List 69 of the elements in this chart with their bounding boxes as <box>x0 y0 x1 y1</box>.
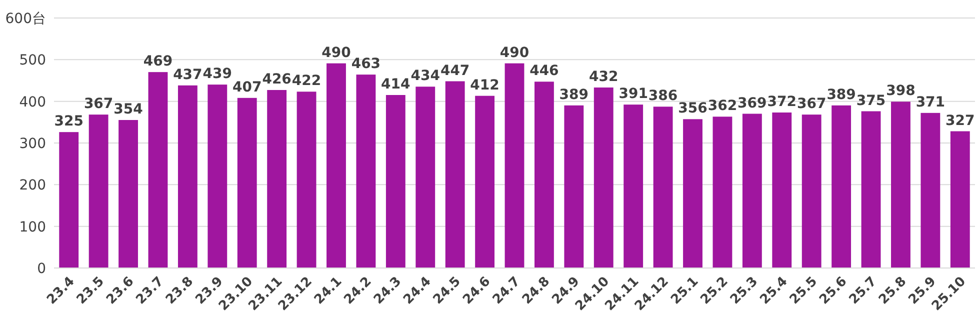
bar <box>296 92 316 268</box>
bar <box>88 114 108 268</box>
data-label: 389 <box>826 86 856 103</box>
bar <box>208 84 228 268</box>
bar <box>504 63 524 268</box>
bar <box>267 90 287 268</box>
data-label: 463 <box>351 56 381 72</box>
bar <box>356 74 376 268</box>
data-label: 391 <box>618 86 648 102</box>
bar <box>475 96 494 268</box>
data-label: 362 <box>708 98 738 114</box>
bar <box>712 116 732 268</box>
y-tick-label: 0 <box>37 261 46 277</box>
bar <box>624 104 644 268</box>
bar <box>237 98 257 268</box>
y-tick-label: 400 <box>19 94 46 110</box>
bar <box>564 105 584 268</box>
data-label: 447 <box>440 62 470 79</box>
data-label: 432 <box>589 69 618 85</box>
data-label: 371 <box>916 94 946 110</box>
y-tick-label: 100 <box>19 219 46 236</box>
data-label: 412 <box>470 77 500 94</box>
data-label: 437 <box>173 66 202 83</box>
data-label: 327 <box>946 112 975 129</box>
bar <box>950 131 970 268</box>
data-label: 325 <box>54 114 84 130</box>
bar <box>534 82 554 268</box>
data-label: 367 <box>796 96 826 112</box>
data-label: 490 <box>322 44 352 61</box>
y-tick-label: 300 <box>19 136 46 152</box>
data-label: 389 <box>559 86 589 103</box>
y-tick-label: 500 <box>19 52 46 69</box>
data-label: 369 <box>738 95 767 112</box>
data-label: 356 <box>678 100 708 117</box>
data-label: 367 <box>84 96 114 112</box>
bar <box>742 114 762 268</box>
bar <box>891 102 910 268</box>
data-label: 398 <box>886 83 916 100</box>
data-label: 490 <box>500 44 530 61</box>
data-label: 414 <box>381 76 411 92</box>
bar <box>326 63 346 268</box>
bar <box>594 88 614 268</box>
bar <box>416 86 436 268</box>
data-label: 386 <box>648 88 678 104</box>
data-label: 422 <box>292 73 322 90</box>
y-tick-label: 200 <box>19 178 46 194</box>
bar <box>386 95 406 268</box>
bar <box>148 72 168 268</box>
data-label: 434 <box>410 68 440 84</box>
bar <box>118 120 138 268</box>
data-label: 407 <box>232 79 262 96</box>
data-label: 469 <box>143 54 173 70</box>
bar <box>653 106 673 268</box>
bar <box>920 112 940 268</box>
data-label: 439 <box>202 66 232 82</box>
bar <box>772 112 792 268</box>
data-label: 426 <box>262 72 292 88</box>
bar <box>683 119 702 268</box>
bar <box>178 85 198 268</box>
bar <box>861 111 881 268</box>
bar <box>802 114 822 268</box>
bar <box>832 105 852 268</box>
data-label: 372 <box>767 94 797 110</box>
bar <box>59 132 79 268</box>
y-tick-label: 600台 <box>5 11 46 27</box>
data-label: 375 <box>856 92 886 109</box>
bar <box>445 81 465 268</box>
data-label: 354 <box>114 102 144 118</box>
data-label: 446 <box>530 63 559 80</box>
